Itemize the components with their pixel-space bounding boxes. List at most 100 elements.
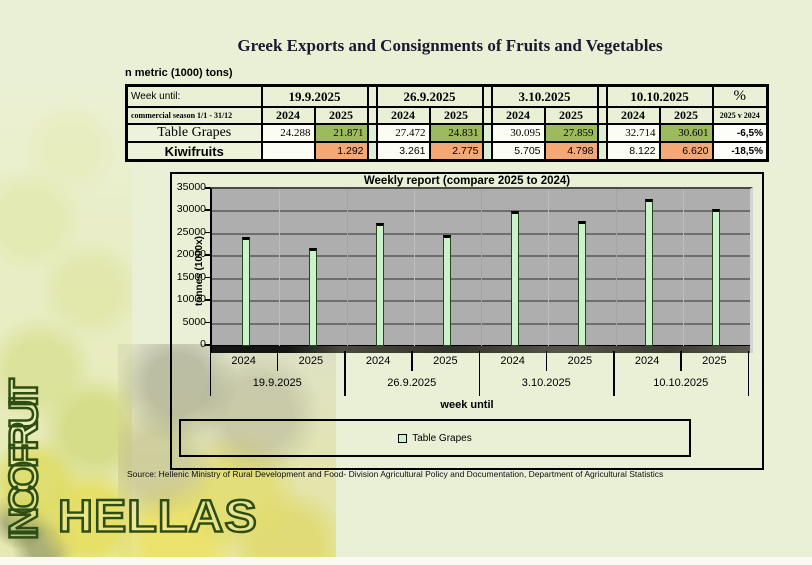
bar bbox=[376, 222, 385, 346]
date-header: 3.10.2025 bbox=[490, 84, 599, 108]
gridline-vertical bbox=[279, 189, 281, 346]
year-header: 2024 bbox=[605, 106, 661, 125]
x-group-label: 10.10.2025 bbox=[653, 377, 709, 389]
year-header: 2025 bbox=[313, 106, 369, 125]
y-tick-mark bbox=[205, 276, 210, 279]
value-2025: 1.292 bbox=[313, 141, 369, 162]
table-row: Kiwifruits 1.292 3.261 2.775 5.705 4.798 8.122… bbox=[125, 141, 769, 162]
value-2024: 30.095 bbox=[490, 123, 546, 143]
x-year-label: 2025 bbox=[298, 355, 324, 367]
bar bbox=[443, 234, 452, 346]
chart-floor bbox=[212, 345, 750, 353]
week-until-label: Week until: bbox=[125, 84, 263, 108]
y-tick-mark bbox=[205, 231, 210, 234]
x-year-label: 2025 bbox=[433, 355, 458, 367]
x-year-label: 2025 bbox=[567, 355, 593, 367]
bar bbox=[510, 211, 519, 346]
x-axis-tick bbox=[680, 351, 682, 371]
y-tick-label: 25000 bbox=[176, 225, 206, 238]
x-group-label: 19.9.2025 bbox=[252, 377, 302, 389]
x-axis-tick bbox=[411, 351, 413, 371]
season-label: commercial season 1/1 - 31/12 bbox=[125, 106, 263, 125]
page-title: Greek Exports and Consignments of Fruits… bbox=[237, 36, 663, 55]
percent-subheader: 2025 v 2024 bbox=[711, 106, 769, 125]
spacer-cell bbox=[481, 106, 493, 125]
year-header: 2024 bbox=[260, 106, 316, 125]
x-group-label: 26.9.2025 bbox=[387, 377, 437, 389]
bar bbox=[308, 247, 317, 346]
y-tick-label: 0 bbox=[200, 338, 206, 350]
incofruit-logo-text: INCOFRUIT bbox=[1, 384, 48, 541]
grape-photo-strip bbox=[0, 90, 132, 565]
chart-legend: Table Grapes bbox=[179, 419, 691, 457]
chart-title: Weekly report (compare 2025 to 2024) bbox=[363, 175, 571, 187]
x-axis-title: week until bbox=[440, 399, 494, 411]
value-2025: 27.859 bbox=[543, 123, 599, 143]
grape-photo-patch bbox=[118, 344, 336, 565]
row-label: Kiwifruits bbox=[125, 141, 263, 162]
spacer-cell bbox=[366, 106, 378, 125]
weekly-report-chart: Weekly report (compare 2025 to 2024) ton… bbox=[170, 172, 764, 470]
spacer-cell bbox=[596, 123, 608, 143]
x-year-label: 2024 bbox=[365, 355, 391, 367]
bottom-margin bbox=[0, 557, 812, 565]
chart-plot-area bbox=[210, 187, 753, 353]
value-2025: 24.831 bbox=[428, 123, 484, 143]
y-tick-label: 5000 bbox=[182, 315, 206, 328]
value-2024: 5.705 bbox=[490, 141, 546, 162]
value-2024: 8.122 bbox=[605, 141, 661, 162]
gridline-vertical bbox=[682, 189, 684, 346]
gridline-vertical bbox=[548, 189, 550, 346]
percent-value: -18,5% bbox=[711, 141, 769, 162]
spacer-cell bbox=[366, 123, 378, 143]
x-axis-tick bbox=[276, 351, 279, 371]
x-axis-tick bbox=[545, 351, 548, 371]
gridline-vertical bbox=[346, 189, 348, 346]
year-header: 2025 bbox=[428, 106, 484, 125]
year-header: 2024 bbox=[375, 106, 431, 125]
y-tick-mark bbox=[205, 321, 210, 324]
y-tick-label: 15000 bbox=[176, 270, 206, 283]
table-subheader-row: commercial season 1/1 - 31/12 2024 2025 202… bbox=[125, 106, 769, 125]
value-2025: 4.798 bbox=[543, 141, 599, 162]
value-2025: 21.871 bbox=[313, 123, 369, 143]
y-tick-mark bbox=[205, 299, 210, 301]
x-axis-tick bbox=[613, 351, 615, 396]
bar bbox=[577, 221, 586, 346]
value-2025: 2.775 bbox=[428, 141, 484, 162]
percent-header: % bbox=[711, 84, 769, 108]
spacer-cell bbox=[596, 106, 608, 125]
exports-table: Week until: 19.9.2025 26.9.2025 3.10.2025 10… bbox=[125, 84, 769, 162]
year-header: 2025 bbox=[658, 106, 714, 125]
date-header: 19.9.2025 bbox=[260, 84, 369, 108]
x-year-label: 2025 bbox=[702, 355, 727, 367]
year-header: 2024 bbox=[490, 106, 546, 125]
gridline-vertical bbox=[413, 189, 415, 346]
row-label: Table Grapes bbox=[125, 123, 263, 143]
value-2024: 3.261 bbox=[375, 141, 431, 162]
bar bbox=[645, 199, 654, 346]
value-2025: 30.601 bbox=[658, 123, 714, 143]
spacer-cell bbox=[481, 84, 493, 108]
x-year-label: 2024 bbox=[500, 355, 525, 367]
y-tick-label: 10000 bbox=[176, 293, 206, 306]
table-row: Table Grapes 24.288 21.871 27.472 24.831 30.0… bbox=[125, 123, 769, 143]
x-group-label: 3.10.2025 bbox=[521, 377, 571, 389]
spacer-cell bbox=[596, 84, 608, 108]
legend-marker-icon bbox=[398, 433, 408, 443]
legend-label: Table Grapes bbox=[412, 432, 472, 444]
value-2024: 32.714 bbox=[605, 123, 661, 143]
spacer-cell bbox=[366, 141, 378, 162]
y-tick-mark bbox=[205, 209, 210, 211]
value-2024 bbox=[260, 141, 316, 162]
table-header-row: Week until: 19.9.2025 26.9.2025 3.10.2025 10… bbox=[125, 84, 769, 108]
value-2024: 24.288 bbox=[260, 123, 316, 143]
x-axis-tick bbox=[747, 351, 749, 396]
x-year-label: 2024 bbox=[231, 355, 256, 367]
x-axis-tick bbox=[344, 351, 346, 396]
y-tick-mark bbox=[205, 187, 210, 189]
bar bbox=[712, 208, 721, 346]
value-2024: 27.472 bbox=[375, 123, 431, 143]
spacer-cell bbox=[481, 123, 493, 143]
y-tick-label: 20000 bbox=[176, 248, 206, 261]
